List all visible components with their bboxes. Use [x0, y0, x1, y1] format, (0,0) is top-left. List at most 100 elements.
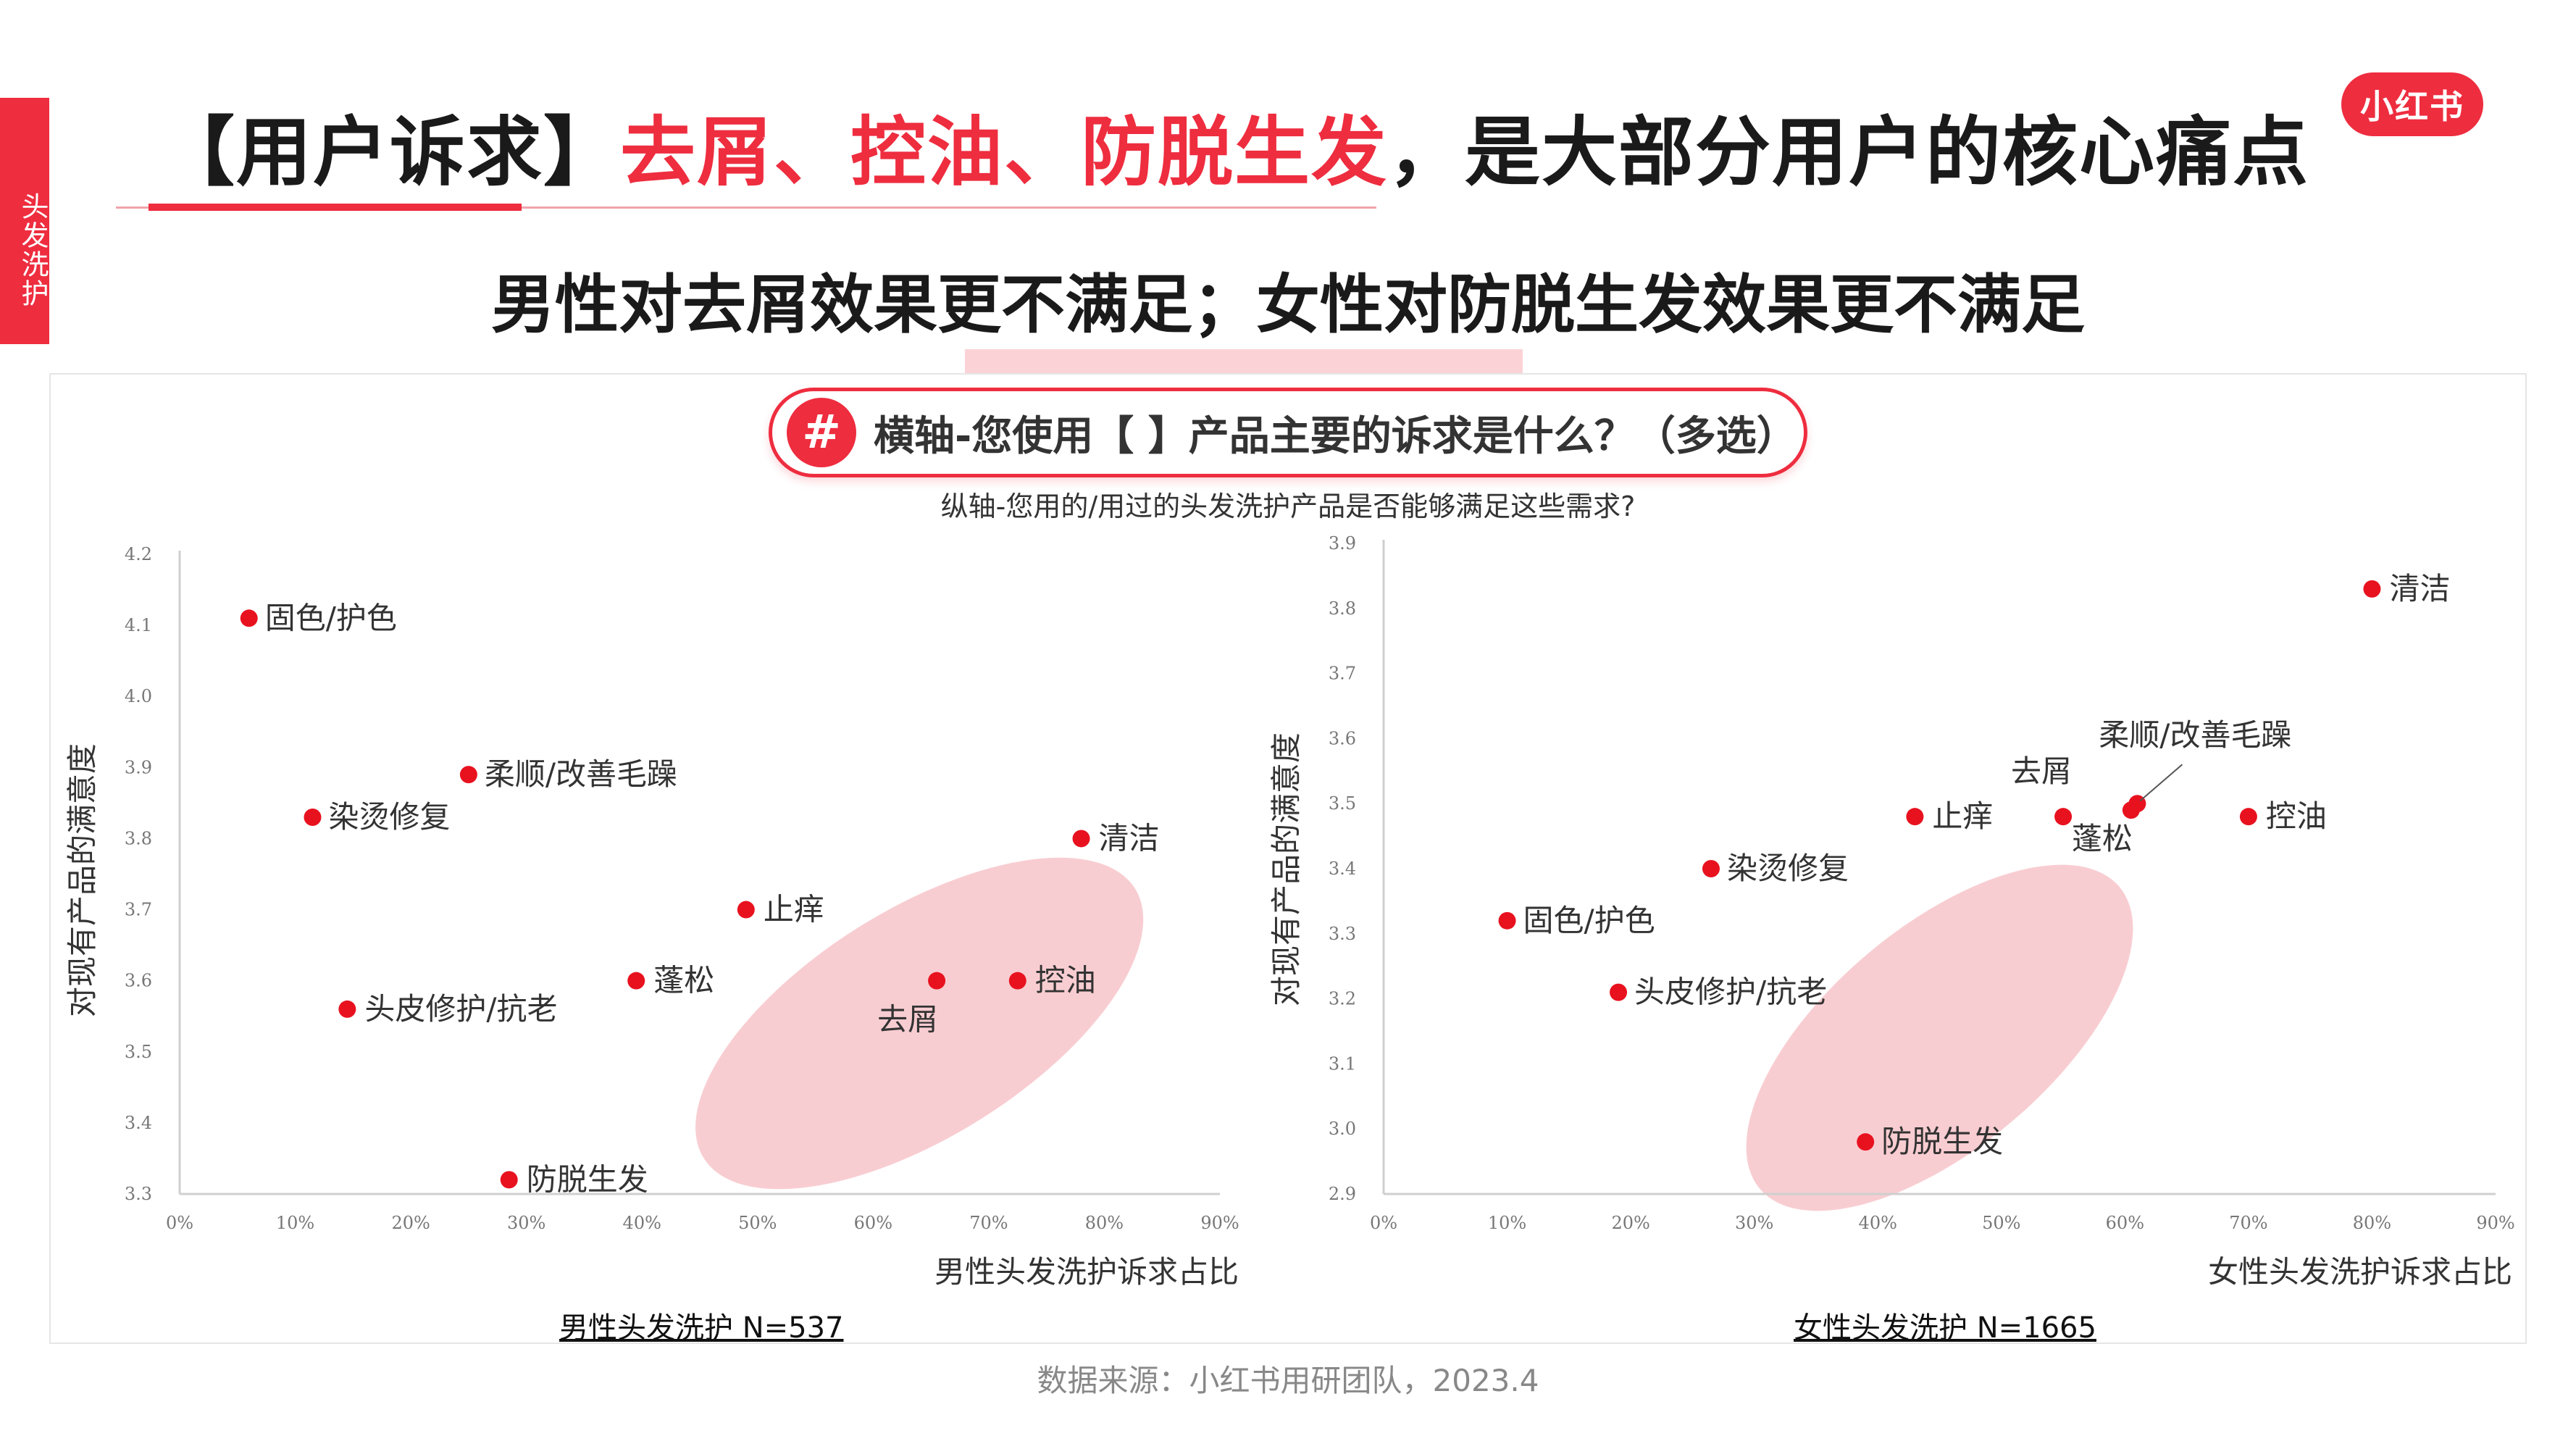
data-point: [240, 609, 258, 627]
x-tick-label: 0%: [1370, 1213, 1397, 1233]
data-point: [2363, 580, 2381, 598]
y-tick-label: 3.1: [1329, 1053, 1356, 1074]
leader-line: [2139, 764, 2183, 801]
data-point: [1008, 972, 1026, 990]
x-axis-label: 女性头发洗护诉求占比: [2208, 1254, 2512, 1290]
data-point: [2239, 808, 2257, 826]
title-underline-accent: [149, 204, 522, 211]
section-tab: 头发洗护: [0, 98, 49, 344]
male-scatter-chart: 0% 10% 20% 30% 40% 50% 60% 70% 80% 90% 3.3 3.4 3.5 3.…: [64, 544, 1239, 1290]
data-label: 柔顺/改善毛躁: [485, 756, 677, 792]
y-tick-label: 4.0: [125, 686, 152, 706]
title-prefix: 【用户诉求】: [159, 107, 621, 196]
subtitle: 男性对去屑效果更不满足；女性对防脱生发效果更不满足: [490, 267, 2085, 342]
y-tick-label: 3.7: [125, 900, 152, 920]
x-tick-label: 20%: [391, 1213, 430, 1233]
subtitle-highlight-bar: [965, 349, 1523, 375]
x-tick-label: 90%: [1200, 1213, 1239, 1233]
female-scatter-chart: 0% 10% 20% 30% 40% 50% 60% 70% 80% 90% 2.9 3.0 3.1 3.…: [1268, 533, 2515, 1290]
data-point: [2054, 808, 2073, 826]
question-text: 横轴-您使用【 】产品主要的诉求是什么？（多选）: [874, 412, 1797, 460]
x-tick-label: 80%: [1085, 1213, 1124, 1233]
x-tick-label: 90%: [2476, 1213, 2514, 1233]
x-tick-label: 10%: [1488, 1213, 1526, 1233]
x-tick-label: 80%: [2353, 1213, 2391, 1233]
data-label: 控油: [2266, 798, 2327, 834]
x-tick-label: 70%: [969, 1213, 1008, 1233]
y-tick-label: 3.6: [125, 971, 152, 991]
data-label: 清洁: [2389, 571, 2450, 606]
data-point: [1498, 911, 1516, 930]
x-tick-label: 40%: [623, 1213, 661, 1233]
data-point: [304, 809, 322, 827]
data-label: 清洁: [1099, 820, 1160, 856]
y-tick-label: 3.6: [1329, 728, 1356, 748]
question-pill: # 横轴-您使用【 】产品主要的诉求是什么？（多选）: [769, 388, 1807, 477]
x-tick-label: 50%: [738, 1213, 777, 1233]
female-chart-title: 女性头发洗护 N=1665: [1794, 1311, 2096, 1345]
y-tick-label: 4.1: [125, 615, 152, 635]
data-label: 止痒: [1932, 798, 1993, 834]
x-tick-label: 30%: [1735, 1213, 1773, 1233]
data-point: [1610, 983, 1628, 1001]
y-tick-label: 3.7: [1329, 664, 1356, 684]
y-tick-label: 3.3: [125, 1184, 152, 1204]
x-tick-label: 30%: [507, 1213, 545, 1233]
chart-panel: [49, 373, 2527, 1344]
y-tick-label: 2.9: [1329, 1184, 1356, 1204]
data-label: 蓬松: [2072, 821, 2133, 856]
y-tick-label: 3.5: [1329, 793, 1356, 814]
y-axis-label: 对现有产品的满意度: [1268, 732, 1304, 1006]
data-label: 柔顺/改善毛躁: [2099, 717, 2291, 753]
data-label: 控油: [1035, 963, 1096, 998]
data-point: [1857, 1133, 1875, 1151]
y-tick-label: 3.8: [1329, 598, 1356, 619]
y-axis-caption: 纵轴-您用的/用过的头发洗护产品是否能够满足这些需求?: [940, 490, 1636, 522]
y-tick-label: 3.9: [125, 757, 152, 777]
x-tick-label: 50%: [1982, 1213, 2020, 1233]
title-underline: [116, 206, 1376, 209]
data-point: [2122, 801, 2140, 819]
male-chart-title: 男性头发洗护 N=537: [559, 1311, 844, 1345]
y-axis-label: 对现有产品的满意度: [64, 743, 100, 1017]
xiaohongshu-logo: 小红书: [2341, 72, 2483, 136]
x-tick-label: 10%: [276, 1213, 314, 1233]
data-point: [1702, 860, 1720, 877]
title-suffix: ，是大部分用户的核心痛点: [1388, 107, 2310, 196]
data-label: 固色/护色: [265, 600, 397, 635]
data-point: [500, 1171, 518, 1189]
highlight-ellipse: [695, 857, 1144, 1190]
data-label: 防脱生发: [527, 1161, 648, 1197]
highlight-ellipse: [1746, 864, 2133, 1211]
data-point: [459, 766, 477, 784]
x-tick-label: 20%: [1611, 1213, 1649, 1233]
title-highlight: 去屑、控油、防脱生发: [620, 107, 1389, 196]
y-tick-label: 4.2: [125, 544, 152, 564]
data-point: [928, 972, 946, 990]
x-tick-label: 60%: [854, 1213, 892, 1233]
data-label: 头皮修护/抗老: [1634, 974, 1827, 1010]
y-tick-label: 3.9: [1329, 533, 1356, 554]
data-label: 染烫修复: [1727, 851, 1849, 886]
data-source: 数据来源：小红书用研团队，2023.4: [1037, 1363, 1539, 1398]
y-tick-label: 3.0: [1329, 1119, 1356, 1139]
y-tick-label: 3.3: [1329, 924, 1356, 944]
y-tick-label: 3.8: [125, 828, 152, 848]
data-label: 固色/护色: [1523, 903, 1655, 938]
data-label: 去屑: [2011, 753, 2072, 789]
data-label: 止痒: [764, 892, 824, 927]
data-point: [1906, 808, 1924, 826]
data-point: [737, 901, 755, 919]
x-tick-label: 40%: [1859, 1213, 1897, 1233]
data-point: [338, 1000, 356, 1018]
data-label: 染烫修复: [328, 799, 450, 835]
y-tick-label: 3.4: [125, 1113, 152, 1133]
data-label: 防脱生发: [1881, 1124, 2003, 1159]
y-tick-label: 3.2: [1329, 989, 1356, 1009]
data-label: 头皮修护/抗老: [364, 991, 557, 1027]
hash-icon: #: [787, 398, 856, 467]
y-tick-label: 3.5: [125, 1042, 152, 1062]
data-label: 去屑: [877, 1002, 938, 1037]
y-tick-label: 3.4: [1329, 859, 1356, 879]
